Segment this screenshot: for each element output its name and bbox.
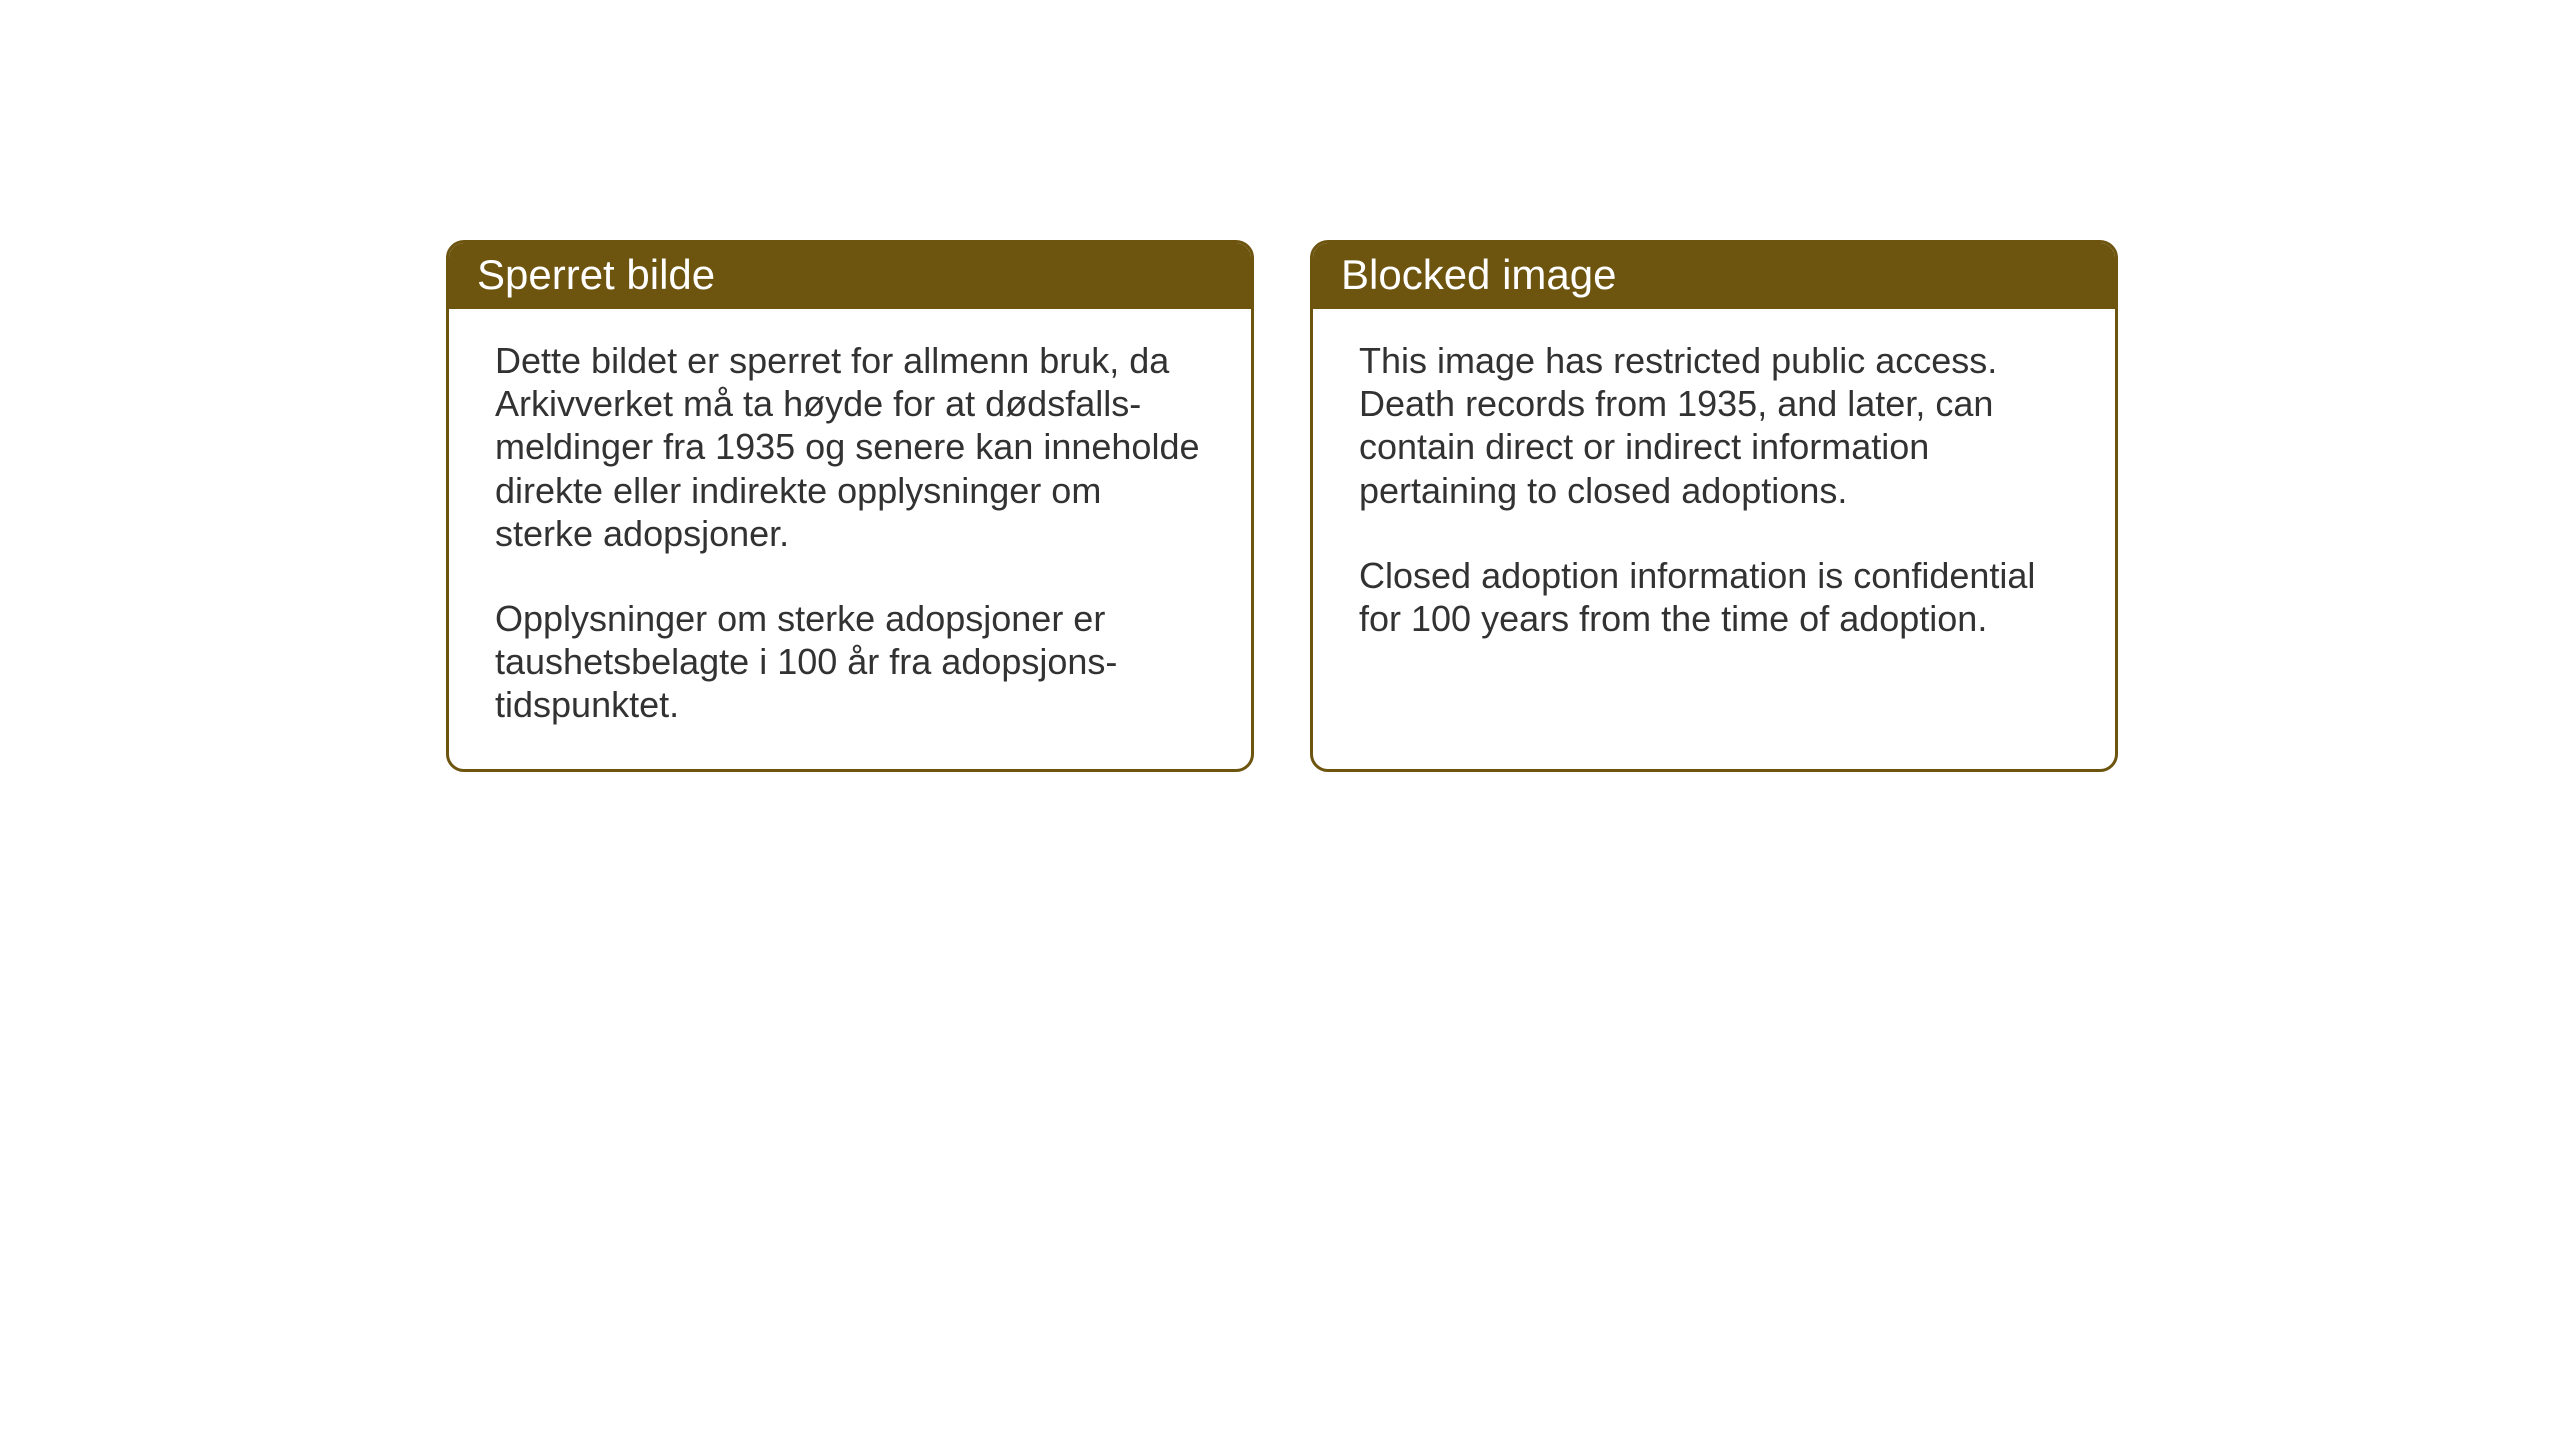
notice-body-english: This image has restricted public access.… — [1313, 309, 2115, 682]
notice-paragraph: This image has restricted public access.… — [1359, 339, 2069, 512]
notice-title: Sperret bilde — [477, 251, 715, 298]
notice-card-english: Blocked image This image has restricted … — [1310, 240, 2118, 772]
notice-paragraph: Dette bildet er sperret for allmenn bruk… — [495, 339, 1205, 555]
notice-header-english: Blocked image — [1313, 243, 2115, 309]
notice-card-norwegian: Sperret bilde Dette bildet er sperret fo… — [446, 240, 1254, 772]
notice-paragraph: Opplysninger om sterke adopsjoner er tau… — [495, 597, 1205, 727]
notice-body-norwegian: Dette bildet er sperret for allmenn bruk… — [449, 309, 1251, 769]
notices-container: Sperret bilde Dette bildet er sperret fo… — [446, 240, 2118, 772]
notice-title: Blocked image — [1341, 251, 1616, 298]
notice-paragraph: Closed adoption information is confident… — [1359, 554, 2069, 640]
notice-header-norwegian: Sperret bilde — [449, 243, 1251, 309]
